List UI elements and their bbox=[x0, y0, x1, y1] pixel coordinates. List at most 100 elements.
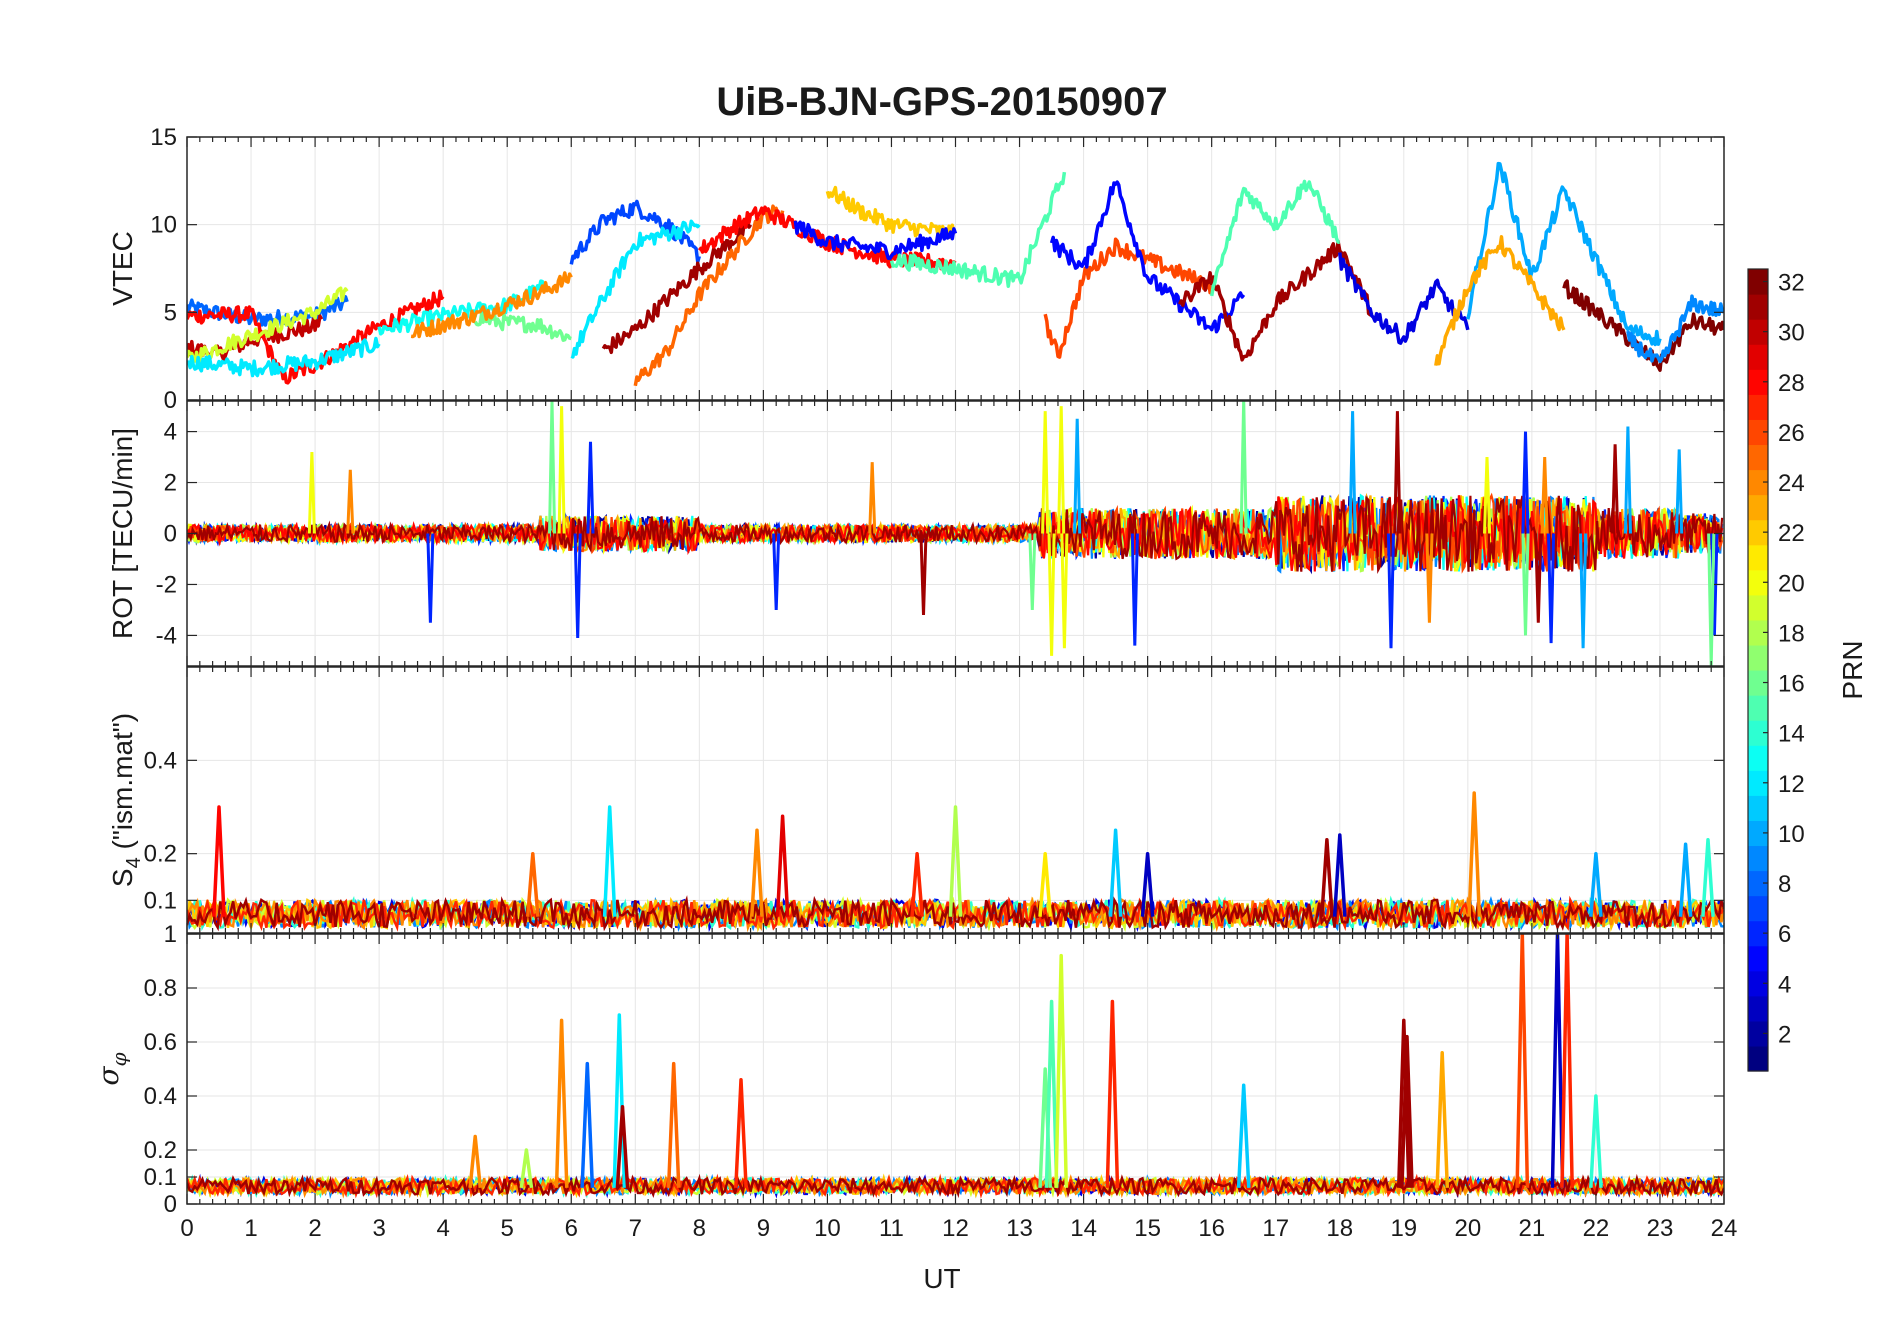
peak-prn-25 bbox=[666, 1061, 681, 1188]
vtec-series-prn-31 bbox=[1178, 239, 1374, 362]
rot-spike bbox=[1623, 426, 1632, 534]
y-tick-label: 5 bbox=[164, 299, 177, 326]
colorbar-cell bbox=[1748, 995, 1768, 1022]
colorbar-frame bbox=[1747, 268, 1769, 1072]
rot-spike bbox=[586, 441, 595, 534]
peak-prn-28 bbox=[212, 805, 226, 917]
rot-spike bbox=[1386, 533, 1395, 649]
rot-spike bbox=[548, 401, 557, 534]
x-tick-label: 16 bbox=[1198, 1215, 1225, 1242]
rot-spike bbox=[573, 533, 582, 639]
colorbar-cell bbox=[1748, 870, 1768, 897]
rot-spike bbox=[1073, 418, 1082, 534]
peak-prn-31 bbox=[615, 1105, 630, 1188]
x-tick-label: 3 bbox=[372, 1215, 385, 1242]
colorbar-cell bbox=[1748, 419, 1768, 446]
vtec-series-prn-23 bbox=[1434, 235, 1566, 366]
y-tick-label: 0.2 bbox=[144, 841, 177, 868]
vtec-series-prn-4 bbox=[1338, 252, 1470, 345]
peak-prn-27 bbox=[734, 1078, 748, 1188]
rot-spike bbox=[1060, 533, 1069, 649]
colorbar-cell bbox=[1748, 1020, 1768, 1047]
x-tick-label: 23 bbox=[1647, 1215, 1674, 1242]
x-axis-label: UT bbox=[923, 1263, 960, 1294]
y-axis-label: VTEC bbox=[107, 231, 138, 306]
rot-spike bbox=[1675, 449, 1684, 534]
rot-spike bbox=[1547, 533, 1556, 644]
rot-spike bbox=[426, 533, 435, 623]
vtec-series-prn-19 bbox=[187, 286, 349, 365]
peak-prn-10 bbox=[1678, 842, 1693, 917]
panel-4: 00.10.2 0.4 0.6 0.8 1 σφ bbox=[92, 921, 1725, 1218]
x-tick-label: 14 bbox=[1070, 1215, 1097, 1242]
rot-spike bbox=[1707, 533, 1716, 666]
vtec-series-prn-15 bbox=[889, 171, 1067, 289]
colorbar-tick-label: 30 bbox=[1778, 320, 1805, 347]
colorbar-cell bbox=[1748, 895, 1768, 922]
colorbar-cell bbox=[1748, 294, 1768, 320]
rot-spike bbox=[1041, 411, 1050, 534]
panel-2: -4 -2 0 2 4 ROT [TECU/min] bbox=[107, 400, 1725, 667]
peak-prn-3 bbox=[1332, 833, 1347, 917]
x-tick-label: 15 bbox=[1134, 1215, 1161, 1242]
vtec-series-prn-12 bbox=[187, 336, 381, 378]
vtec-series-prn-31 bbox=[601, 219, 753, 355]
peak-prn-29 bbox=[775, 814, 790, 917]
colorbar-tick-label: 10 bbox=[1778, 821, 1805, 848]
rot-spike bbox=[772, 533, 781, 610]
y-axis-label: ROT [TECU/min] bbox=[107, 428, 138, 639]
colorbar-tick-label: 26 bbox=[1778, 420, 1805, 447]
y-tick-label: 0.4 bbox=[144, 747, 177, 774]
y-tick-label: 0 bbox=[164, 521, 177, 548]
peak-prn-19 bbox=[1054, 953, 1069, 1188]
colorbar-cell bbox=[1748, 619, 1768, 646]
colorbar-cell bbox=[1748, 845, 1768, 872]
y-tick-label: 4 bbox=[164, 419, 177, 446]
colorbar-cell bbox=[1748, 494, 1768, 521]
x-tick-label: 0 bbox=[180, 1215, 193, 1242]
peak-prn-8 bbox=[580, 1061, 595, 1188]
colorbar-cell bbox=[1748, 594, 1768, 621]
rot-spike bbox=[1579, 533, 1588, 649]
peak-prn-23 bbox=[1435, 1051, 1450, 1188]
y-tick-label: 0.1 bbox=[144, 1164, 177, 1191]
peak-prn-3 bbox=[1550, 934, 1565, 1188]
y-tick-label: -4 bbox=[156, 622, 177, 649]
x-tick-label: 2 bbox=[308, 1215, 321, 1242]
colorbar-cell bbox=[1748, 369, 1768, 395]
x-tick-label: 4 bbox=[436, 1215, 449, 1242]
colorbar-cell bbox=[1748, 745, 1768, 771]
vtec-series-prn-10 bbox=[1466, 161, 1662, 347]
x-tick-label: 7 bbox=[629, 1215, 642, 1242]
colorbar-cell bbox=[1748, 820, 1768, 847]
x-tick-label: 22 bbox=[1583, 1215, 1610, 1242]
colorbar-cell bbox=[1748, 444, 1768, 471]
rot-spike bbox=[1028, 533, 1037, 610]
colorbar-cell bbox=[1748, 770, 1768, 796]
x-tick-label: 17 bbox=[1262, 1215, 1289, 1242]
peak-prn-15 bbox=[1044, 999, 1059, 1188]
colorbar-cell bbox=[1748, 544, 1768, 571]
vtec-series-prn-5 bbox=[1049, 180, 1246, 334]
x-tick-label: 6 bbox=[565, 1215, 578, 1242]
rot-spike bbox=[1239, 401, 1248, 534]
baseline-series-prn-31 bbox=[187, 1173, 1724, 1199]
x-tick-label: 18 bbox=[1326, 1215, 1353, 1242]
peak-prn-11 bbox=[1108, 828, 1123, 917]
rot-spike bbox=[346, 469, 355, 534]
peak-prn-11 bbox=[1236, 1083, 1251, 1188]
y-tick-label: 1 bbox=[164, 921, 177, 948]
peak-prn-31 bbox=[1320, 837, 1334, 917]
peak-prn-10 bbox=[1589, 851, 1603, 917]
peak-prn-18 bbox=[519, 1148, 534, 1189]
x-tick-label: 8 bbox=[693, 1215, 706, 1242]
x-tick-label: 9 bbox=[757, 1215, 770, 1242]
y-tick-label: 2 bbox=[164, 470, 177, 497]
colorbar-cell bbox=[1748, 319, 1768, 345]
peak-prn-14 bbox=[1589, 1094, 1603, 1188]
colorbar-tick-label: 28 bbox=[1778, 370, 1805, 397]
y-tick-label: 15 bbox=[150, 124, 177, 151]
